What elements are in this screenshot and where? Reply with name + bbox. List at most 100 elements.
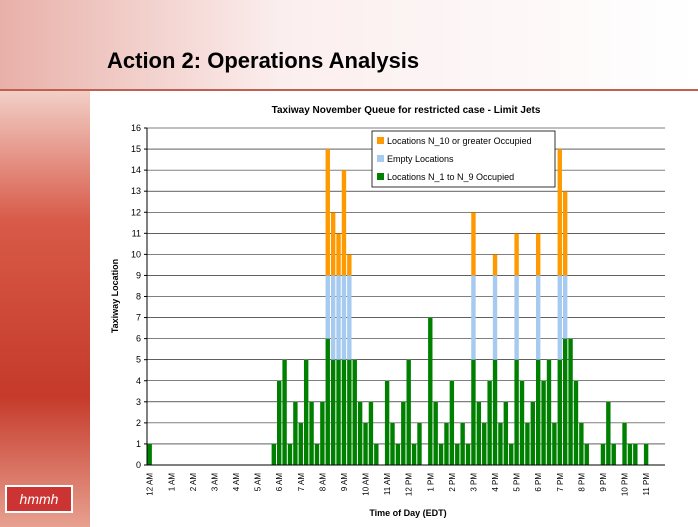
bar-segment [303, 359, 309, 465]
x-tick-label: 4 PM [491, 473, 500, 492]
y-tick-label: 7 [136, 313, 141, 323]
legend-label: Empty Locations [387, 154, 454, 164]
bar-segment [492, 275, 498, 360]
bar-segment [330, 275, 336, 360]
bar-segment [320, 401, 325, 465]
y-tick-label: 10 [131, 249, 141, 259]
bar-segment [325, 149, 330, 276]
bar-segment [514, 233, 519, 276]
x-tick-label: 9 AM [340, 473, 349, 492]
legend-swatch [377, 173, 384, 180]
bar-segment [374, 443, 379, 465]
bar-segment [536, 275, 541, 360]
bar-segment [384, 380, 390, 465]
bar-segment [546, 359, 552, 465]
x-tick-label: 10 AM [362, 473, 371, 496]
bar-segment [347, 275, 352, 360]
x-tick-label: 7 AM [297, 473, 306, 492]
bar-segment [309, 401, 314, 465]
bar-segment [395, 443, 401, 465]
bar-segment [406, 359, 411, 465]
x-tick-label: 7 PM [556, 473, 565, 492]
bar-segment [573, 380, 579, 465]
x-tick-label: 2 AM [189, 473, 198, 492]
bar-segment [314, 443, 320, 465]
bar-segment [525, 422, 530, 465]
bar-segment [433, 401, 438, 465]
bar-segment [368, 401, 374, 465]
header-band [0, 0, 698, 90]
bar-segment [536, 233, 541, 276]
y-tick-label: 1 [136, 439, 141, 449]
bar-segment [336, 359, 341, 465]
bar-segment [562, 338, 568, 465]
y-tick-label: 11 [132, 228, 141, 238]
bar-segment [557, 149, 562, 276]
legend-box [371, 130, 556, 188]
bar-segment [503, 401, 509, 465]
bar-segment [562, 191, 568, 276]
bar-segment [293, 401, 298, 465]
bar-segment [401, 401, 406, 465]
bar-segment [352, 359, 357, 465]
bar-segment [147, 443, 152, 465]
x-tick-label: 10 PM [621, 473, 630, 496]
bar-segment [341, 359, 347, 465]
x-tick-label: 5 PM [513, 473, 522, 492]
y-tick-label: 0 [136, 460, 141, 470]
x-tick-label: 8 PM [577, 473, 586, 492]
bar-segment [347, 359, 352, 465]
legend-swatch [377, 155, 384, 162]
bar-segment [633, 443, 638, 465]
bar-segment [341, 275, 347, 360]
y-tick-label: 5 [136, 355, 141, 365]
bar-segment [611, 443, 616, 465]
legend-swatch [377, 137, 384, 144]
bar-segment [643, 443, 649, 465]
bar-segment [579, 422, 584, 465]
y-tick-label: 15 [131, 144, 141, 154]
x-tick-label: 6 PM [534, 473, 543, 492]
side-image [0, 90, 90, 527]
x-tick-label: 1 PM [426, 473, 435, 492]
y-tick-label: 8 [136, 292, 141, 302]
bar-segment [471, 359, 476, 465]
bar-segment [514, 275, 519, 360]
bar-segment [557, 275, 562, 360]
bar-segment [568, 338, 573, 465]
y-tick-label: 13 [131, 186, 141, 196]
x-tick-label: 8 AM [318, 473, 327, 492]
bar-segment [552, 422, 557, 465]
bar-segment [622, 422, 627, 465]
y-tick-label: 4 [136, 376, 141, 386]
bar-segment [449, 380, 455, 465]
x-tick-label: 3 AM [210, 473, 219, 492]
bar-segment [363, 422, 368, 465]
y-axis-label: Taxiway Location [110, 259, 120, 333]
y-tick-label: 3 [136, 397, 141, 407]
bar-segment [336, 233, 341, 276]
bar-segment [325, 275, 330, 339]
bar-segment [519, 380, 525, 465]
bar-segment [341, 170, 347, 276]
legend-label: Locations N_1 to N_9 Occupied [387, 172, 514, 182]
bar-segment [455, 443, 460, 465]
bar-segment [541, 380, 546, 465]
legend-label: Locations N_10 or greater Occupied [387, 136, 532, 146]
x-tick-label: 11 PM [642, 473, 651, 496]
x-tick-label: 4 AM [232, 473, 241, 492]
y-tick-label: 16 [131, 123, 141, 133]
bar-segment [557, 359, 562, 465]
bar-segment [325, 338, 330, 465]
logo: hmmh [20, 491, 59, 507]
x-tick-label: 11 AM [383, 473, 392, 495]
bar-segment [476, 401, 482, 465]
bar-segment [460, 422, 465, 465]
bar-segment [471, 212, 476, 276]
bar-segment [492, 359, 498, 465]
bar-segment [600, 443, 606, 465]
bar-segment [509, 443, 514, 465]
y-tick-label: 2 [136, 418, 141, 428]
